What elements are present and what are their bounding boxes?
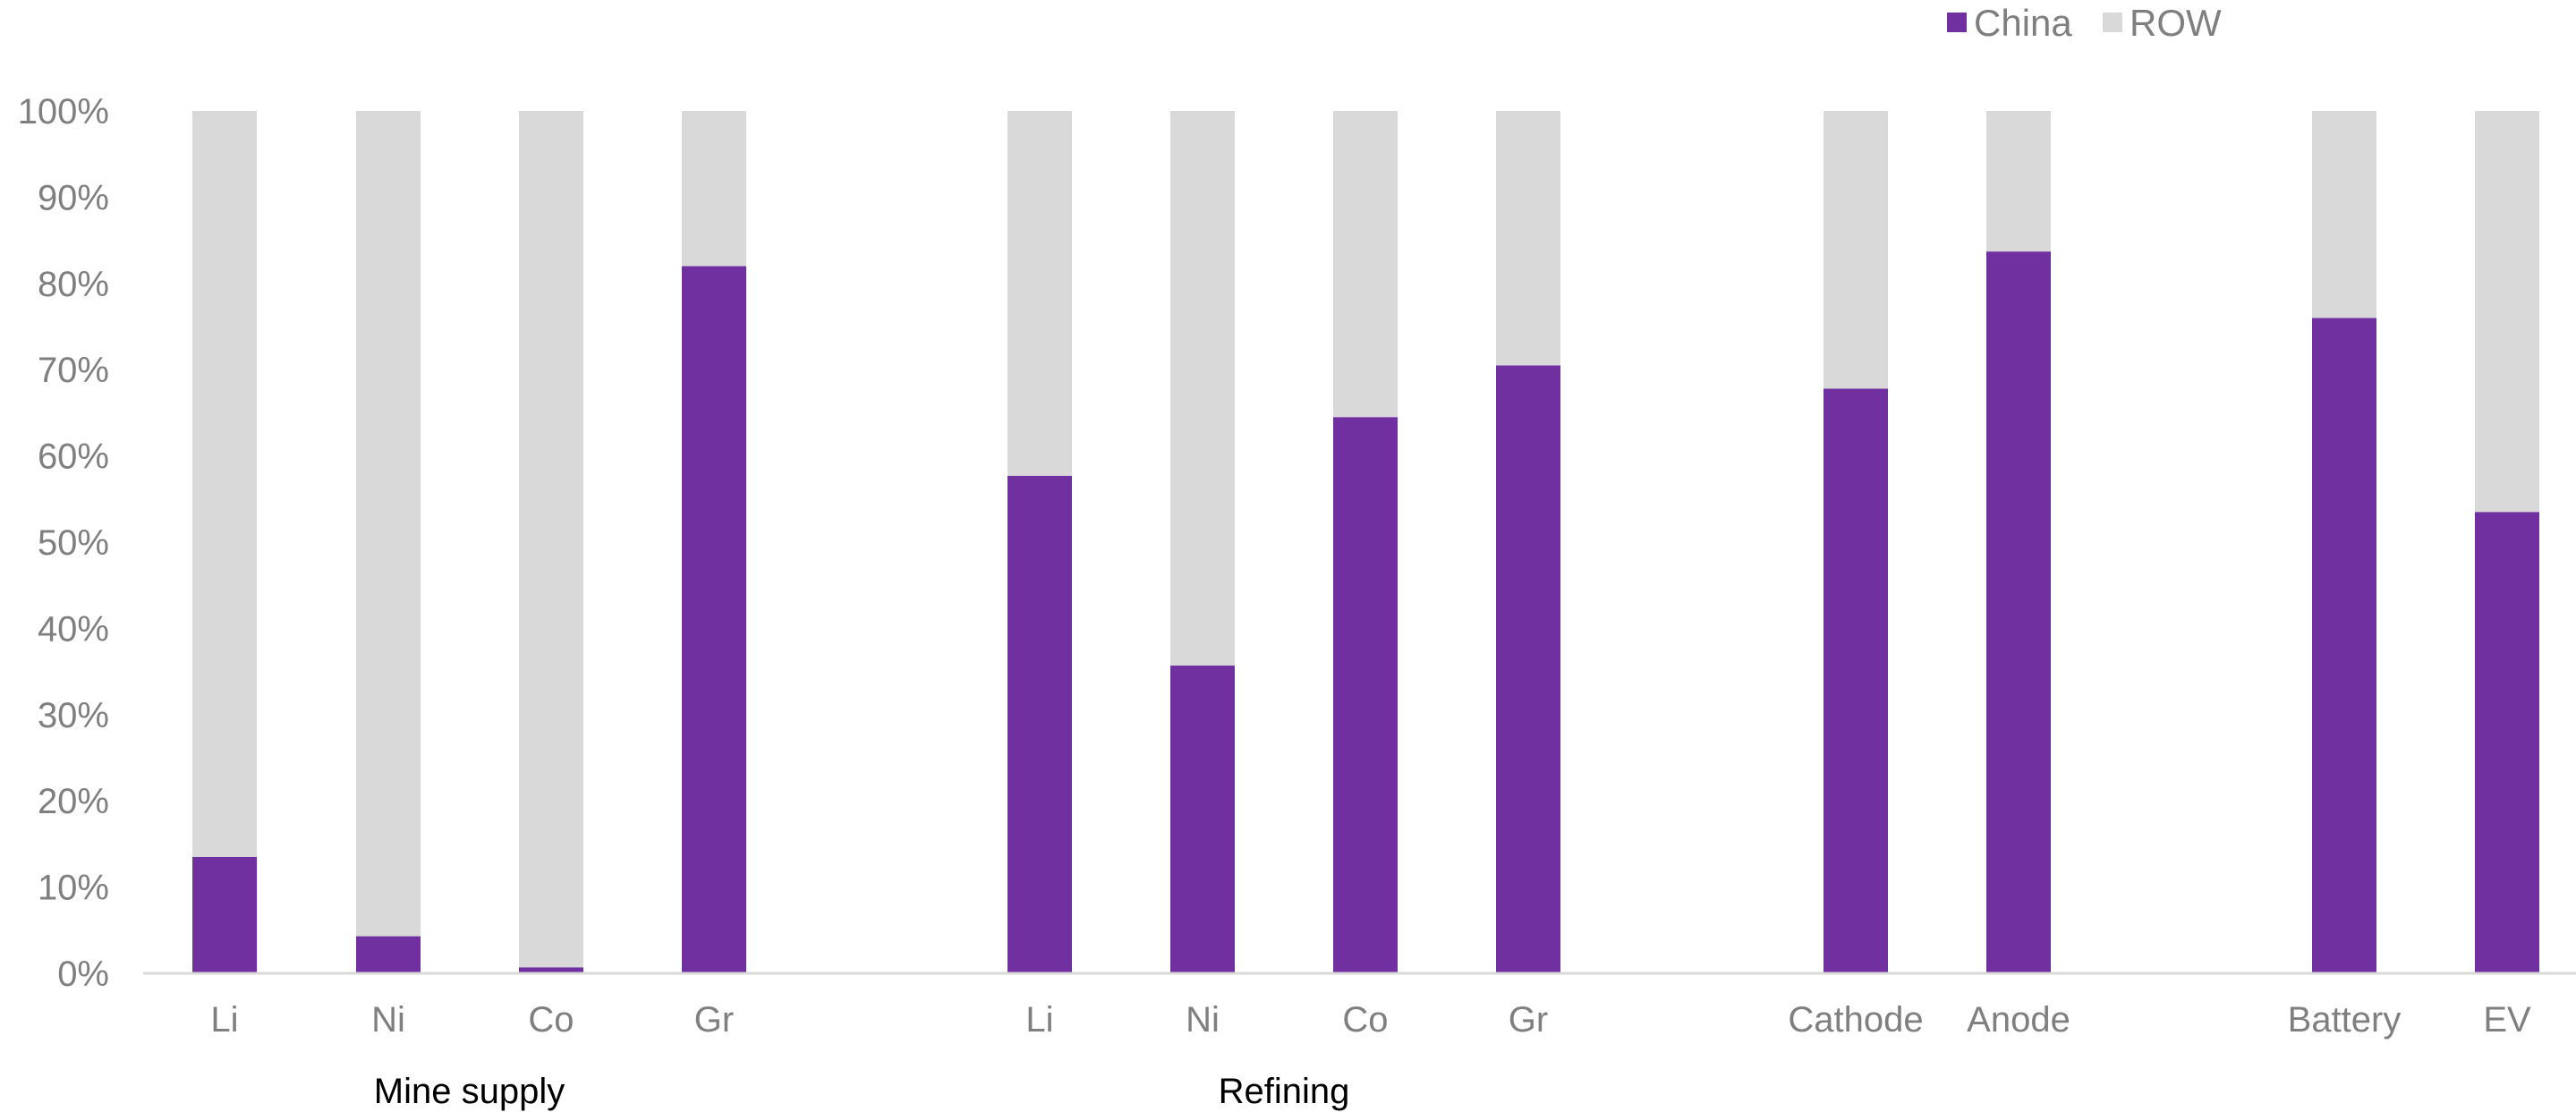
bar-row-4 (1007, 111, 1072, 476)
x-category-label: Gr (694, 1000, 734, 1040)
y-tick-label: 70% (38, 351, 109, 390)
bar-row-11 (2475, 111, 2539, 513)
legend: China ROW (1947, 2, 2222, 44)
legend-swatch-row (2103, 13, 2122, 32)
bar-china-8 (1824, 388, 1888, 974)
x-axis-labels: Li Ni Co Gr Li Ni Co Gr Cathode Anode Battery EV (210, 1000, 2531, 1040)
bar-china-4 (1007, 475, 1072, 973)
bar-row-8 (1824, 111, 1888, 389)
bar-china-5 (1170, 665, 1235, 973)
bar-row-5 (1170, 111, 1235, 666)
bar-china-11 (2475, 512, 2539, 973)
bar-china-6 (1333, 417, 1398, 974)
y-tick-label: 100% (18, 92, 109, 132)
x-category-label: Co (1342, 1000, 1388, 1040)
y-tick-label: 50% (38, 523, 109, 563)
y-tick-label: 80% (38, 265, 109, 304)
x-category-label: EV (2483, 1000, 2531, 1040)
y-tick-label: 10% (38, 869, 109, 908)
bar-china-9 (1986, 251, 2051, 974)
x-category-label: Gr (1509, 1000, 1548, 1040)
bar-china-7 (1496, 365, 1560, 973)
group-label: Refining (1219, 1072, 1350, 1111)
bar-row-7 (1496, 111, 1560, 366)
bar-row-3 (682, 111, 746, 267)
bar-china-0 (192, 856, 257, 973)
x-category-label: Ni (371, 1000, 405, 1040)
y-tick-label: 20% (38, 782, 109, 821)
group-labels: Mine supply Refining (374, 1072, 1350, 1111)
legend-label-china: China (1974, 2, 2072, 44)
x-category-label: Anode (1967, 1000, 2070, 1040)
y-tick-label: 40% (38, 609, 109, 649)
bar-row-10 (2312, 111, 2376, 318)
bar-row-0 (192, 111, 257, 857)
y-tick-label: 30% (38, 696, 109, 735)
bar-china-2 (519, 967, 583, 973)
bar-china-1 (356, 936, 421, 973)
bars-layer (192, 111, 2539, 974)
y-axis-ticks: 0% 10% 20% 30% 40% 50% 60% 70% 80% 90% 100% (18, 92, 109, 994)
x-category-label: Li (210, 1000, 238, 1040)
x-category-label: Co (528, 1000, 574, 1040)
bar-china-10 (2312, 318, 2376, 973)
bar-row-9 (1986, 111, 2051, 252)
bar-row-6 (1333, 111, 1398, 418)
x-category-label: Cathode (1788, 1000, 1923, 1040)
y-tick-label: 0% (57, 955, 109, 994)
legend-label-row: ROW (2130, 2, 2222, 44)
group-label: Mine supply (374, 1072, 565, 1111)
y-tick-label: 90% (38, 178, 109, 217)
legend-swatch-china (1947, 13, 1967, 32)
bar-row-1 (356, 111, 421, 937)
bar-china-3 (682, 266, 746, 973)
x-category-label: Battery (2288, 1000, 2402, 1040)
x-category-label: Li (1025, 1000, 1053, 1040)
y-tick-label: 60% (38, 437, 109, 477)
bar-row-2 (519, 111, 583, 968)
x-category-label: Ni (1186, 1000, 1220, 1040)
